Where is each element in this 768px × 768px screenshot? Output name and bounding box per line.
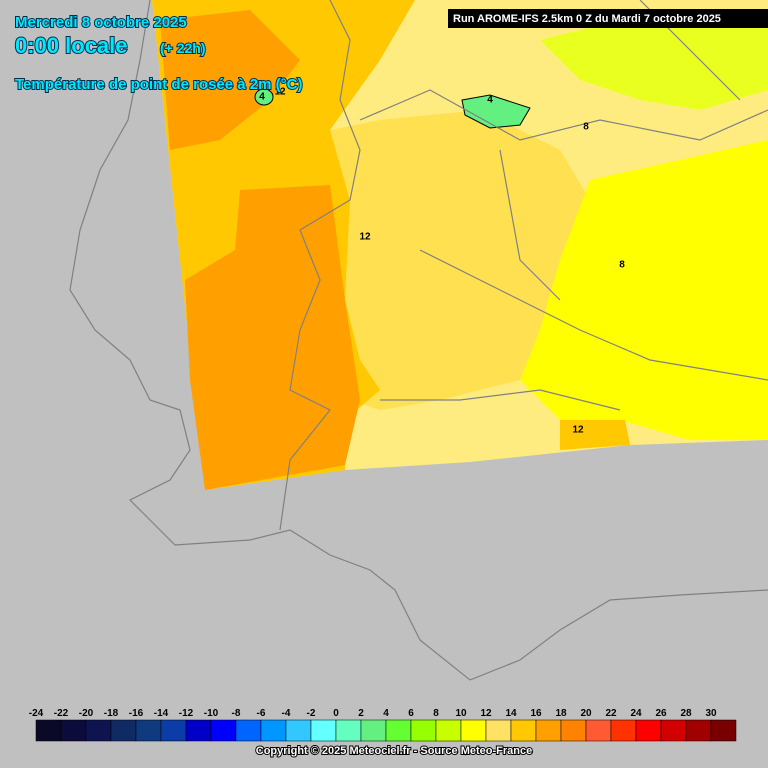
legend-swatch <box>110 719 137 742</box>
legend-swatch <box>135 719 162 742</box>
contour-labels: 12 4 4 8 12 8 12 <box>259 87 625 436</box>
region-border <box>359 0 768 411</box>
date: Mercredi 8 octobre 2025 <box>15 14 187 31</box>
legend-label: 22 <box>605 708 617 719</box>
legend-swatch <box>385 719 412 742</box>
legend-swatch <box>160 719 187 742</box>
legend-swatch <box>635 719 662 742</box>
legend-swatch <box>185 719 212 742</box>
copyright: Copyright © 2025 Meteociel.fr - Source M… <box>256 745 532 757</box>
legend-swatch <box>285 719 312 742</box>
legend: -24 -22 -20 -18 -16 -14 -12 -10 -8 -6 -4 -2 0 2 4 6 8 10 1… <box>29 708 737 742</box>
legend-label: 30 <box>705 708 717 719</box>
legend-swatch <box>510 719 537 742</box>
time: 0:00 locale <box>15 33 128 58</box>
legend-swatch <box>460 719 487 742</box>
legend-label: -24 <box>29 708 44 719</box>
legend-label: 20 <box>580 708 592 719</box>
coastline <box>69 0 768 681</box>
contour-label: 8 <box>583 122 589 133</box>
contour-label: 12 <box>359 232 371 243</box>
legend-swatch <box>610 719 637 742</box>
legend-swatch <box>685 719 712 742</box>
legend-label: 18 <box>555 708 567 719</box>
legend-swatch <box>585 719 612 742</box>
legend-label: -10 <box>204 708 219 719</box>
border <box>279 0 361 531</box>
parameter: Température de point de rosée à 2m (°C) <box>15 76 302 93</box>
legend-label: 24 <box>630 708 642 719</box>
legend-swatch <box>335 719 362 742</box>
legend-label: -12 <box>179 708 194 719</box>
amber-south <box>560 420 630 450</box>
legend-label: -16 <box>129 708 144 719</box>
contour-label: 4 <box>487 95 493 106</box>
legend-swatch <box>35 719 62 742</box>
legend-label: -20 <box>79 708 94 719</box>
legend-swatch <box>535 719 562 742</box>
yellow-field <box>330 110 590 410</box>
legend-label: 10 <box>455 708 467 719</box>
lead-time: (+ 22h) <box>160 40 206 56</box>
legend-swatch <box>435 719 462 742</box>
orange-north <box>160 10 300 150</box>
legend-swatch <box>310 719 337 742</box>
contour-label: 12 <box>274 87 286 98</box>
legend-label: 0 <box>333 708 339 719</box>
contour-label: 8 <box>619 260 625 271</box>
legend-swatch <box>60 719 87 742</box>
legend-label: -8 <box>232 708 241 719</box>
legend-label: 4 <box>383 708 389 719</box>
legend-label: -18 <box>104 708 119 719</box>
legend-label: 6 <box>408 708 414 719</box>
run-info: Run AROME-IFS 2.5km 0 Z du Mardi 7 octob… <box>453 13 721 25</box>
legend-label: -6 <box>257 708 266 719</box>
legend-swatch <box>660 719 687 742</box>
legend-swatch <box>410 719 437 742</box>
bright-yellow-north <box>540 20 768 110</box>
legend-swatch <box>710 719 737 742</box>
legend-swatch <box>210 719 237 742</box>
legend-swatch <box>260 719 287 742</box>
legend-swatch <box>485 719 512 742</box>
legend-label: -4 <box>282 708 291 719</box>
bright-yellow-field <box>520 140 768 440</box>
legend-label: -22 <box>54 708 69 719</box>
legend-swatch <box>85 719 112 742</box>
legend-swatch <box>360 719 387 742</box>
legend-label: -2 <box>307 708 316 719</box>
green-patch <box>254 88 274 106</box>
contour-label: 4 <box>259 92 265 103</box>
legend-label: 16 <box>530 708 542 719</box>
legend-label: -14 <box>154 708 169 719</box>
orange-field <box>185 185 360 490</box>
legend-label: 8 <box>433 708 439 719</box>
legend-label: 26 <box>655 708 667 719</box>
green-patch <box>461 94 531 129</box>
run-banner <box>448 9 768 28</box>
legend-label: 14 <box>505 708 517 719</box>
legend-label: 28 <box>680 708 692 719</box>
legend-swatch <box>560 719 587 742</box>
legend-swatch <box>235 719 262 742</box>
legend-label: 2 <box>358 708 364 719</box>
legend-label: 12 <box>480 708 492 719</box>
contour-label: 12 <box>572 425 584 436</box>
